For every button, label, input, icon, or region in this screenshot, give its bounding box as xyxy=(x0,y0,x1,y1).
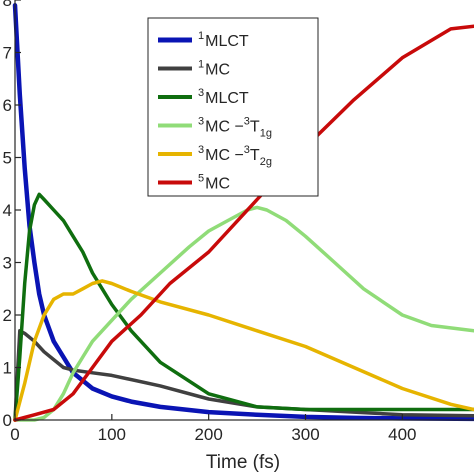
x-tick-label: 200 xyxy=(194,425,222,444)
plot-frame xyxy=(14,0,474,421)
legend-label: 1MC xyxy=(198,59,230,79)
x-tick-label: 400 xyxy=(388,425,416,444)
series-line xyxy=(13,279,474,422)
x-tick-label: 0 xyxy=(10,425,19,444)
series-line xyxy=(13,192,474,422)
series-line xyxy=(13,24,474,422)
legend-label: 3MLCT xyxy=(198,87,249,107)
y-tick-label: 6 xyxy=(3,96,12,115)
y-tick-label: 1 xyxy=(3,359,12,378)
y-tick-label: 8 xyxy=(3,0,12,10)
legend-label: 1MLCT xyxy=(198,30,249,50)
y-tick-label: 0 xyxy=(3,411,12,430)
y-tick-label: 3 xyxy=(3,254,12,273)
legend: 1MLCT 1MC 3MLCT 3MC −3T1g 3MC −3T2g 5MC xyxy=(147,17,319,197)
legend-label: 3MC −3T1g xyxy=(198,116,272,140)
legend-label: 3MC −3T2g xyxy=(198,144,272,168)
x-axis-label: Time (fs) xyxy=(206,452,280,473)
x-tick-label: 300 xyxy=(291,425,319,444)
series-line xyxy=(13,205,474,422)
legend-label: 5MC xyxy=(198,173,230,193)
y-tick-label: 2 xyxy=(3,306,12,325)
legend-box xyxy=(147,17,319,197)
axes: 0 100 200 300 400 0 1 2 3 4 5 6 7 8 xyxy=(3,0,474,444)
x-tick-label: 100 xyxy=(98,425,126,444)
y-tick-label: 4 xyxy=(3,201,12,220)
y-tick-label: 5 xyxy=(3,149,12,168)
series-lines xyxy=(12,3,474,422)
y-tick-label: 7 xyxy=(3,44,12,63)
